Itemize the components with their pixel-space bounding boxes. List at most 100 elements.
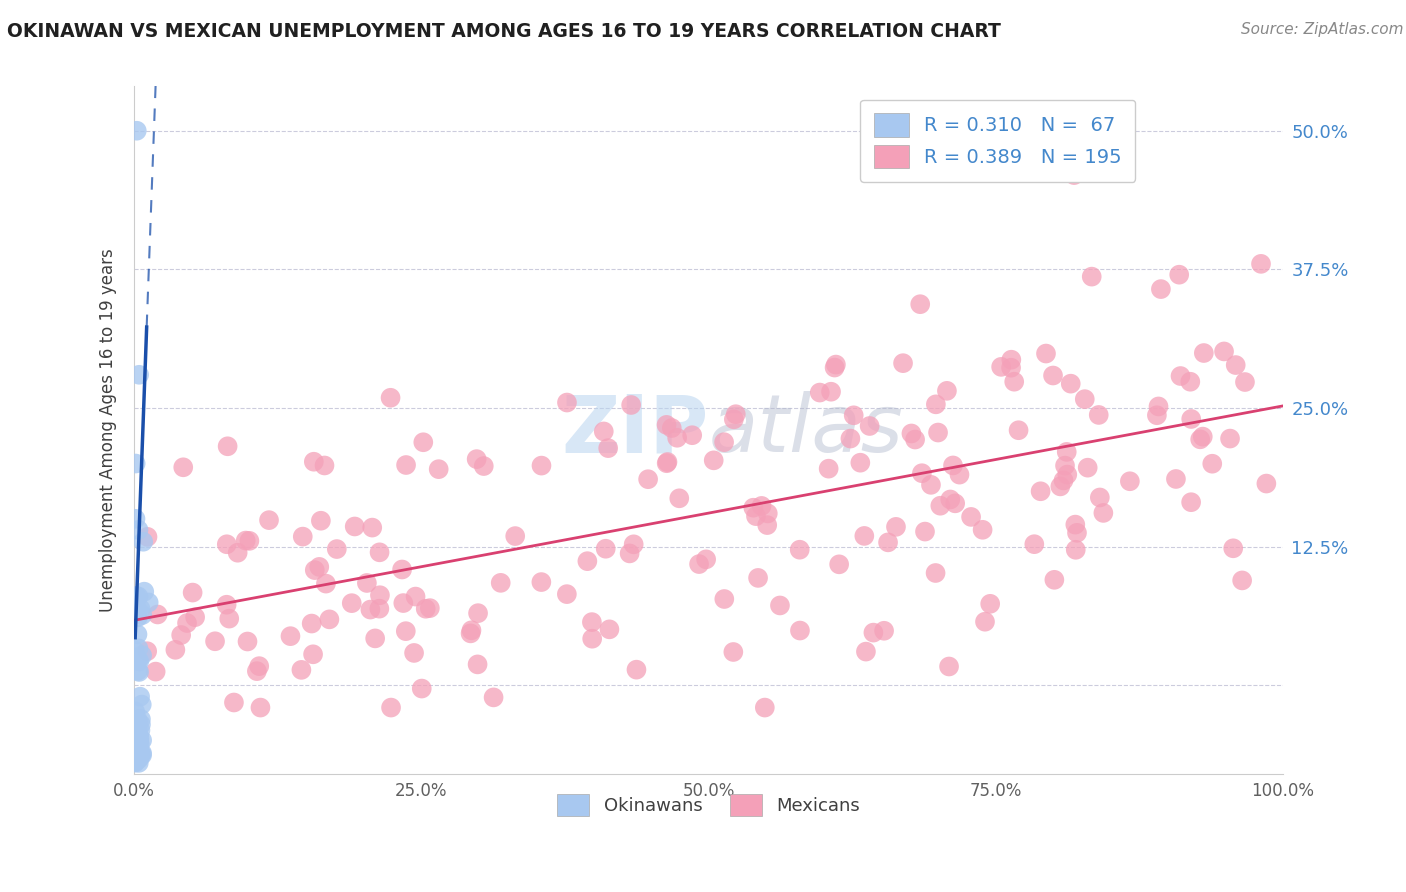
Point bbox=[960, 510, 983, 524]
Point bbox=[884, 520, 907, 534]
Point bbox=[124, 756, 146, 770]
Point bbox=[1256, 476, 1278, 491]
Point bbox=[489, 575, 512, 590]
Point bbox=[427, 462, 450, 476]
Point bbox=[356, 576, 378, 591]
Point bbox=[368, 601, 391, 615]
Point bbox=[124, 750, 146, 764]
Point bbox=[873, 624, 896, 638]
Point bbox=[581, 615, 603, 629]
Point bbox=[129, 717, 152, 731]
Point bbox=[1077, 460, 1099, 475]
Point bbox=[808, 385, 831, 400]
Point bbox=[217, 439, 239, 453]
Point bbox=[215, 537, 238, 551]
Point bbox=[326, 542, 349, 557]
Point bbox=[1064, 517, 1087, 532]
Point bbox=[128, 654, 150, 668]
Point bbox=[128, 752, 150, 766]
Point bbox=[128, 731, 150, 746]
Point bbox=[128, 728, 150, 742]
Point bbox=[1042, 368, 1064, 383]
Point bbox=[411, 681, 433, 696]
Point bbox=[125, 723, 148, 737]
Point bbox=[661, 421, 683, 435]
Point bbox=[127, 723, 149, 737]
Point bbox=[1150, 282, 1173, 296]
Point bbox=[595, 541, 617, 556]
Point bbox=[1225, 358, 1247, 372]
Point bbox=[460, 624, 482, 638]
Point bbox=[839, 432, 862, 446]
Point bbox=[184, 610, 207, 624]
Point bbox=[1080, 269, 1102, 284]
Point bbox=[1035, 346, 1057, 360]
Point bbox=[247, 659, 270, 673]
Point bbox=[769, 599, 792, 613]
Point bbox=[581, 632, 603, 646]
Point bbox=[128, 736, 150, 750]
Point bbox=[576, 554, 599, 568]
Point bbox=[1189, 433, 1212, 447]
Point bbox=[1092, 506, 1115, 520]
Point bbox=[1191, 429, 1213, 443]
Point bbox=[124, 723, 146, 737]
Point bbox=[789, 542, 811, 557]
Point bbox=[828, 558, 851, 572]
Point bbox=[820, 384, 842, 399]
Point bbox=[1087, 408, 1109, 422]
Point bbox=[127, 603, 149, 617]
Point bbox=[1170, 369, 1192, 384]
Point bbox=[368, 588, 391, 602]
Point bbox=[467, 606, 489, 620]
Point bbox=[914, 524, 936, 539]
Point bbox=[131, 607, 153, 622]
Point bbox=[974, 615, 997, 629]
Point bbox=[128, 523, 150, 537]
Point bbox=[1250, 257, 1272, 271]
Point bbox=[1056, 467, 1078, 482]
Point bbox=[1201, 457, 1223, 471]
Point bbox=[125, 589, 148, 603]
Point bbox=[1000, 352, 1022, 367]
Point bbox=[165, 642, 187, 657]
Point bbox=[131, 648, 153, 663]
Point bbox=[849, 456, 872, 470]
Point bbox=[703, 453, 725, 467]
Point bbox=[395, 624, 418, 639]
Point bbox=[419, 601, 441, 615]
Point bbox=[359, 602, 381, 616]
Point bbox=[862, 625, 884, 640]
Point bbox=[124, 599, 146, 614]
Point bbox=[1146, 409, 1168, 423]
Point bbox=[472, 458, 495, 473]
Point bbox=[1180, 495, 1202, 509]
Point bbox=[124, 643, 146, 657]
Point bbox=[465, 452, 488, 467]
Point bbox=[948, 467, 970, 482]
Point bbox=[979, 597, 1001, 611]
Point bbox=[125, 718, 148, 732]
Point bbox=[129, 749, 152, 764]
Point bbox=[619, 546, 641, 560]
Point bbox=[302, 455, 325, 469]
Point bbox=[756, 518, 779, 533]
Point bbox=[942, 458, 965, 473]
Point bbox=[592, 425, 614, 439]
Point bbox=[927, 425, 949, 440]
Point bbox=[136, 644, 159, 658]
Point bbox=[503, 529, 526, 543]
Point bbox=[1230, 574, 1253, 588]
Point bbox=[817, 461, 839, 475]
Point bbox=[380, 391, 402, 405]
Point bbox=[1000, 360, 1022, 375]
Point bbox=[745, 509, 768, 524]
Point bbox=[1002, 375, 1025, 389]
Point bbox=[695, 552, 717, 566]
Point bbox=[302, 648, 325, 662]
Point bbox=[176, 615, 198, 630]
Point bbox=[938, 659, 960, 673]
Point bbox=[482, 690, 505, 705]
Point bbox=[314, 458, 336, 473]
Point bbox=[859, 419, 882, 434]
